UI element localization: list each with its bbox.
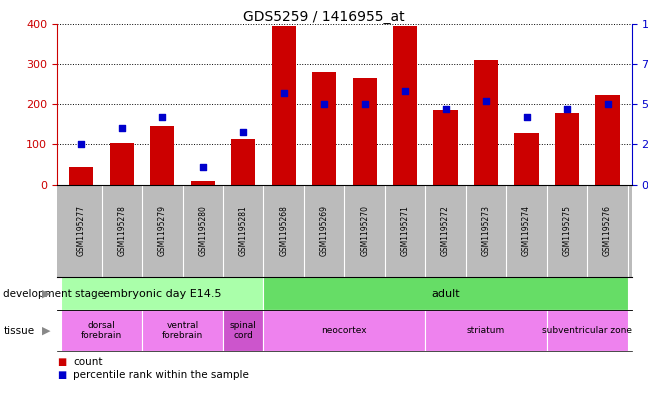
Bar — [474, 60, 498, 185]
Bar — [393, 26, 417, 185]
Bar — [353, 78, 376, 185]
Point — [400, 88, 410, 94]
Point — [238, 129, 248, 135]
Point — [522, 114, 532, 120]
Text: GSM1195268: GSM1195268 — [279, 206, 288, 256]
Point — [319, 101, 329, 107]
Point — [441, 106, 451, 112]
Text: ▶: ▶ — [42, 289, 51, 299]
Point — [360, 101, 370, 107]
Text: GSM1195277: GSM1195277 — [77, 206, 86, 256]
Bar — [515, 133, 538, 185]
Text: development stage: development stage — [3, 289, 104, 299]
Text: GSM1195281: GSM1195281 — [238, 206, 248, 256]
Text: ■: ■ — [57, 357, 66, 367]
Text: striatum: striatum — [467, 326, 505, 335]
Bar — [555, 113, 579, 185]
Text: GSM1195278: GSM1195278 — [117, 206, 126, 256]
Point — [117, 125, 127, 131]
Bar — [596, 95, 619, 185]
Text: GSM1195270: GSM1195270 — [360, 206, 369, 256]
Text: tissue: tissue — [3, 325, 34, 336]
Text: ventral
forebrain: ventral forebrain — [162, 321, 203, 340]
Text: GSM1195276: GSM1195276 — [603, 206, 612, 256]
Bar — [150, 126, 174, 185]
Text: adult: adult — [432, 289, 460, 299]
Bar — [231, 139, 255, 185]
Bar — [110, 143, 134, 185]
Point — [279, 90, 289, 96]
Bar — [272, 26, 296, 185]
Text: embryonic day E14.5: embryonic day E14.5 — [103, 289, 222, 299]
Point — [481, 98, 491, 104]
Point — [76, 141, 86, 147]
Text: ■: ■ — [57, 370, 66, 380]
Text: percentile rank within the sample: percentile rank within the sample — [73, 370, 249, 380]
Text: GSM1195275: GSM1195275 — [562, 206, 572, 256]
Text: GSM1195274: GSM1195274 — [522, 206, 531, 256]
Point — [603, 101, 613, 107]
Text: GSM1195271: GSM1195271 — [400, 206, 410, 256]
Text: dorsal
forebrain: dorsal forebrain — [81, 321, 122, 340]
Text: spinal
cord: spinal cord — [230, 321, 257, 340]
Bar — [69, 167, 93, 185]
Text: GSM1195269: GSM1195269 — [319, 206, 329, 256]
Text: GSM1195273: GSM1195273 — [481, 206, 491, 256]
Point — [157, 114, 167, 120]
Text: GSM1195272: GSM1195272 — [441, 206, 450, 256]
Point — [562, 106, 572, 112]
Text: subventricular zone: subventricular zone — [542, 326, 632, 335]
Text: GSM1195279: GSM1195279 — [157, 206, 167, 256]
Text: ▶: ▶ — [42, 325, 51, 336]
Text: count: count — [73, 357, 103, 367]
Text: GDS5259 / 1416955_at: GDS5259 / 1416955_at — [243, 10, 405, 24]
Bar — [434, 110, 457, 185]
Bar — [312, 72, 336, 185]
Point — [198, 164, 208, 170]
Text: neocortex: neocortex — [321, 326, 367, 335]
Text: GSM1195280: GSM1195280 — [198, 206, 207, 256]
Bar — [191, 182, 215, 185]
